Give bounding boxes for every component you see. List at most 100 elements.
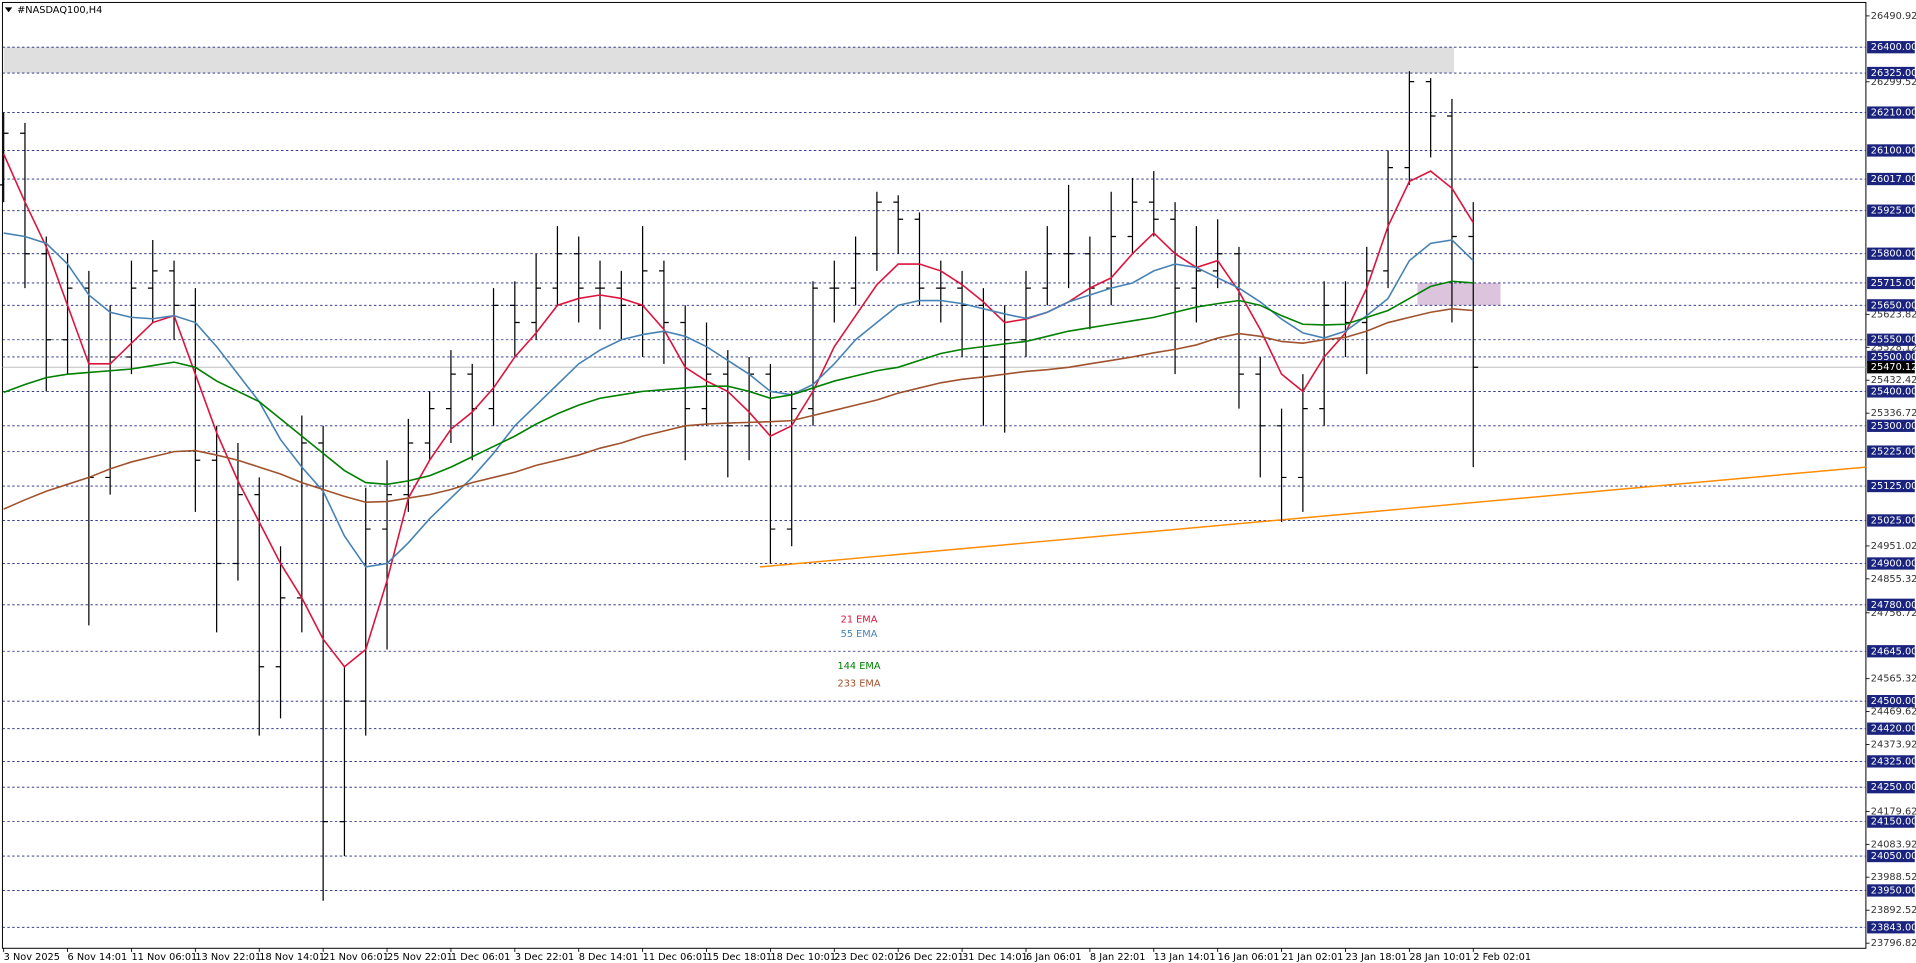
x-tick-label: 23 Dec 02:01 [834, 952, 900, 963]
y-tick-label: 23796.82 [1871, 938, 1916, 949]
x-tick-label: 21 Jan 02:01 [1282, 952, 1344, 963]
level-label-bg [1867, 41, 1915, 54]
level-label: 25550.00 [1871, 335, 1916, 346]
y-tick-label: 26490.92 [1871, 11, 1916, 22]
level-label-bg [1867, 645, 1915, 658]
zones [3, 47, 1501, 306]
ohlc-bar [765, 363, 776, 564]
level-label: 25025.00 [1871, 515, 1916, 526]
level-label-bg [1867, 333, 1915, 346]
ohlc-bar [808, 281, 818, 426]
level-label-bg [1867, 781, 1915, 794]
ohlc-bar [914, 212, 925, 306]
level-label-bg [1867, 419, 1915, 432]
level-label: 25225.00 [1871, 447, 1916, 458]
level-label: 25715.00 [1871, 278, 1916, 289]
ohlc-bar [190, 288, 201, 512]
ohlc-bar [531, 253, 542, 340]
level-label: 25400.00 [1871, 386, 1916, 397]
level-label-bg [1867, 172, 1915, 186]
x-tick-label: 25 Nov 22:01 [387, 952, 453, 963]
ohlc-bar [1170, 202, 1180, 375]
ohlc-bar [722, 350, 733, 478]
level-label: 25925.00 [1871, 206, 1916, 217]
ohlc-bar [403, 418, 414, 512]
legend-entry: 233 EMA [838, 678, 881, 689]
ohlc-bar [446, 350, 456, 444]
x-tick-label: 13 Jan 14:01 [1154, 952, 1216, 963]
ohlc-bar [41, 236, 52, 392]
y-tick-label: 24756.72 [1871, 608, 1916, 619]
x-tick-label: 3 Dec 22:01 [515, 952, 574, 963]
ohlc-bar [169, 260, 179, 340]
last-price-label: 25470.12 [1871, 362, 1916, 373]
level-label: 26100.00 [1871, 145, 1916, 156]
trendline [759, 466, 1866, 568]
level-label-bg [1867, 815, 1915, 828]
level-label-bg [1867, 695, 1915, 708]
ohlc-bar [1468, 202, 1479, 468]
ohlc-bar [233, 443, 243, 581]
x-tick-label: 11 Dec 06:01 [643, 952, 709, 963]
level-label-bg [1867, 106, 1915, 119]
level-label-bg [1867, 385, 1915, 398]
ohlc-bar [20, 122, 30, 289]
ohlc-bar [978, 288, 989, 426]
y-tick-label: 25432.42 [1871, 375, 1916, 386]
ohlc-bar [1042, 226, 1053, 306]
level-label-bg [1867, 66, 1915, 80]
level-label-bg [1867, 557, 1915, 570]
x-tick-label: 28 Jan 10:01 [1409, 952, 1471, 963]
level-label: 23950.00 [1871, 885, 1916, 896]
level-label: 25650.00 [1871, 300, 1916, 311]
x-tick-label: 11 Nov 06:01 [131, 952, 197, 963]
y-tick-label: 24565.32 [1871, 674, 1916, 685]
level-label: 24420.00 [1871, 724, 1916, 735]
y-tick-label: 24469.62 [1871, 707, 1916, 718]
y-tick-label: 24083.92 [1871, 839, 1916, 850]
level-label-bg [1867, 350, 1915, 364]
level-label-bg [1867, 247, 1915, 260]
y-tick-label: 23988.52 [1871, 872, 1916, 883]
ohlc-bar [786, 391, 797, 547]
ohlc-bar [1127, 177, 1138, 254]
level-label: 25800.00 [1871, 249, 1916, 260]
level-label-bg [1867, 755, 1915, 768]
level-label: 23843.00 [1871, 922, 1916, 933]
ohlc-bar [1063, 184, 1074, 289]
x-tick-label: 18 Dec 10:01 [770, 952, 836, 963]
ohlc-bar [318, 425, 329, 901]
level-label: 25500.00 [1871, 352, 1916, 363]
x-tick-label: 1 Dec 06:01 [451, 952, 510, 963]
level-label-bg [1867, 884, 1915, 897]
level-label-bg [1867, 479, 1915, 493]
ohlc-bar [211, 425, 222, 633]
level-label: 25300.00 [1871, 421, 1916, 432]
last-price-label-bg [1867, 361, 1915, 374]
ohlc-bar [1212, 219, 1223, 289]
ohlc-bar [1425, 78, 1436, 158]
ohlc-bar [1404, 71, 1415, 185]
ema-lines [2, 153, 1474, 668]
level-label-bg [1867, 598, 1915, 611]
ohlc-bar [1447, 98, 1457, 323]
y-tick-label: 25528.12 [1871, 342, 1916, 353]
level-label-bg [1867, 849, 1915, 863]
ohlc-bar [0, 112, 9, 203]
symbol-menu-icon[interactable] [4, 7, 13, 13]
x-tick-label: 6 Nov 14:01 [68, 952, 128, 963]
level-label: 26017.00 [1871, 174, 1916, 185]
ema-line [3, 232, 1474, 568]
ohlc-bar [509, 281, 520, 357]
x-tick-label: 8 Jan 22:01 [1090, 952, 1146, 963]
ohlc-bar [105, 305, 116, 495]
level-label: 24780.00 [1871, 600, 1916, 611]
ohlc-bar [616, 270, 627, 340]
y-axis: 26490.92 26299.52 25623.82 25528.12 25432.42… [1865, 11, 1916, 949]
trendline [759, 466, 1866, 568]
ohlc-bar [1361, 246, 1372, 375]
ohlc-bar [1255, 356, 1266, 478]
ohlc-bar [1234, 246, 1244, 409]
